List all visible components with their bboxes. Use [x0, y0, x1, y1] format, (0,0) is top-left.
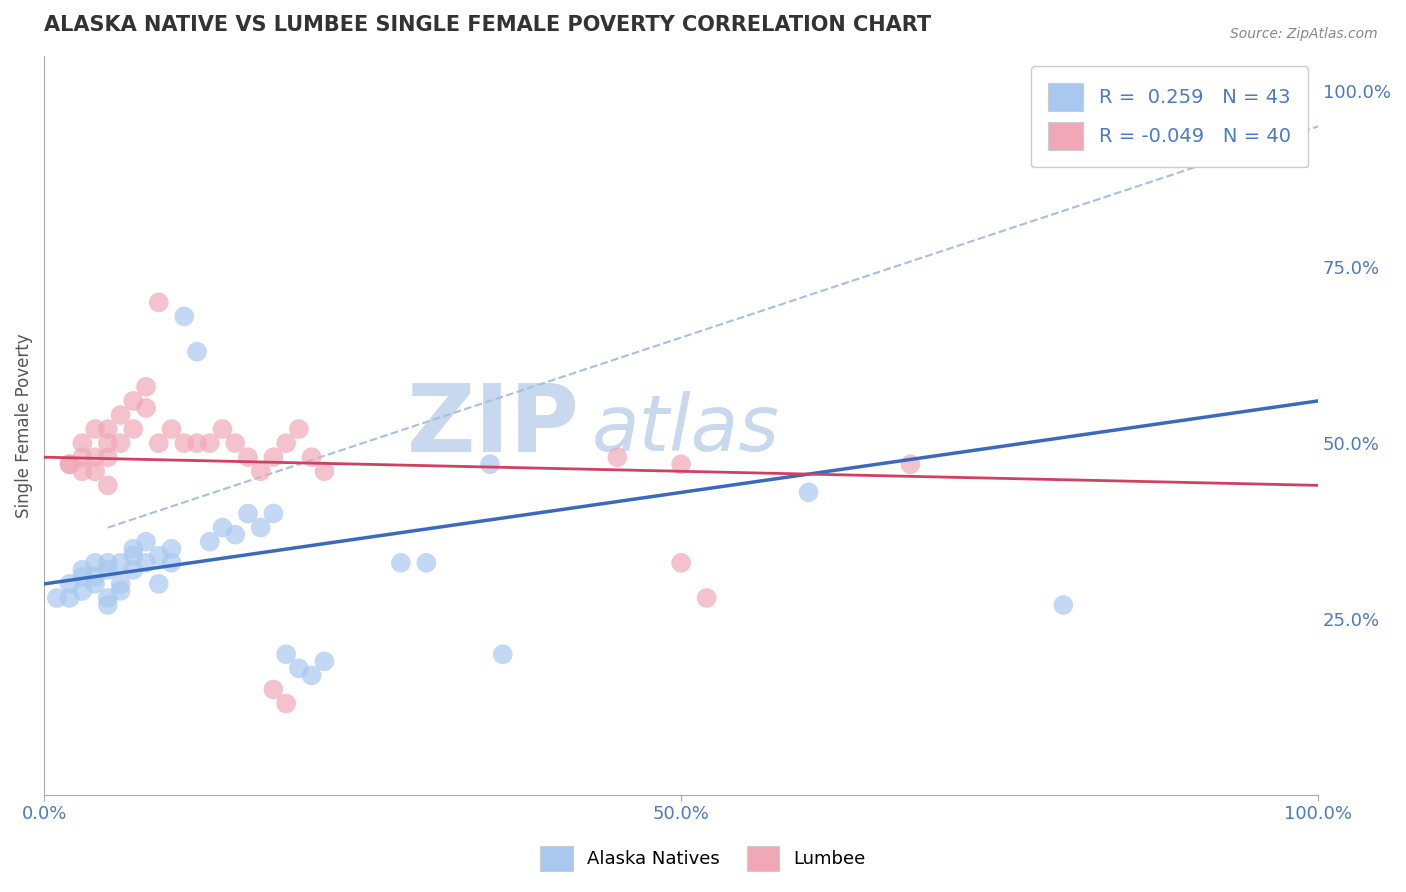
Point	[97, 436, 120, 450]
Point	[249, 464, 271, 478]
Point	[288, 661, 311, 675]
Point	[58, 457, 80, 471]
Point	[148, 577, 170, 591]
Legend: R =  0.259   N = 43, R = -0.049   N = 40: R = 0.259 N = 43, R = -0.049 N = 40	[1031, 66, 1309, 168]
Point	[314, 654, 336, 668]
Point	[110, 556, 132, 570]
Point	[211, 422, 233, 436]
Point	[186, 344, 208, 359]
Point	[122, 549, 145, 563]
Point	[160, 422, 183, 436]
Point	[314, 464, 336, 478]
Point	[148, 436, 170, 450]
Point	[669, 556, 692, 570]
Point	[797, 485, 820, 500]
Point	[160, 541, 183, 556]
Point	[276, 648, 298, 662]
Point	[45, 591, 67, 605]
Point	[160, 556, 183, 570]
Point	[97, 556, 120, 570]
Point	[288, 422, 311, 436]
Point	[148, 549, 170, 563]
Point	[135, 380, 157, 394]
Text: ZIP: ZIP	[406, 379, 579, 472]
Point	[72, 436, 94, 450]
Text: atlas: atlas	[592, 392, 780, 467]
Legend: Alaska Natives, Lumbee: Alaska Natives, Lumbee	[533, 838, 873, 879]
Point	[84, 556, 107, 570]
Point	[186, 436, 208, 450]
Text: ALASKA NATIVE VS LUMBEE SINGLE FEMALE POVERTY CORRELATION CHART: ALASKA NATIVE VS LUMBEE SINGLE FEMALE PO…	[44, 15, 931, 35]
Point	[110, 583, 132, 598]
Point	[173, 436, 195, 450]
Point	[492, 648, 515, 662]
Point	[97, 591, 120, 605]
Point	[97, 450, 120, 465]
Y-axis label: Single Female Poverty: Single Female Poverty	[15, 334, 32, 518]
Point	[198, 436, 221, 450]
Point	[110, 408, 132, 422]
Point	[97, 563, 120, 577]
Point	[301, 668, 323, 682]
Point	[84, 577, 107, 591]
Point	[58, 457, 80, 471]
Point	[224, 527, 246, 541]
Point	[110, 577, 132, 591]
Point	[236, 450, 259, 465]
Point	[262, 507, 284, 521]
Point	[135, 534, 157, 549]
Point	[173, 310, 195, 324]
Point	[135, 556, 157, 570]
Point	[97, 598, 120, 612]
Point	[479, 457, 502, 471]
Point	[211, 520, 233, 534]
Point	[122, 393, 145, 408]
Point	[198, 534, 221, 549]
Point	[110, 436, 132, 450]
Point	[58, 577, 80, 591]
Point	[72, 450, 94, 465]
Point	[276, 436, 298, 450]
Point	[84, 570, 107, 584]
Point	[900, 457, 922, 471]
Point	[415, 556, 437, 570]
Point	[84, 450, 107, 465]
Point	[97, 422, 120, 436]
Point	[84, 464, 107, 478]
Point	[236, 507, 259, 521]
Point	[669, 457, 692, 471]
Point	[72, 464, 94, 478]
Point	[148, 295, 170, 310]
Point	[122, 422, 145, 436]
Point	[58, 591, 80, 605]
Point	[301, 450, 323, 465]
Text: Source: ZipAtlas.com: Source: ZipAtlas.com	[1230, 27, 1378, 41]
Point	[135, 401, 157, 415]
Point	[224, 436, 246, 450]
Point	[606, 450, 628, 465]
Point	[696, 591, 718, 605]
Point	[262, 450, 284, 465]
Point	[122, 541, 145, 556]
Point	[262, 682, 284, 697]
Point	[72, 583, 94, 598]
Point	[1052, 598, 1074, 612]
Point	[72, 563, 94, 577]
Point	[72, 570, 94, 584]
Point	[122, 563, 145, 577]
Point	[97, 478, 120, 492]
Point	[276, 697, 298, 711]
Point	[84, 422, 107, 436]
Point	[249, 520, 271, 534]
Point	[389, 556, 412, 570]
